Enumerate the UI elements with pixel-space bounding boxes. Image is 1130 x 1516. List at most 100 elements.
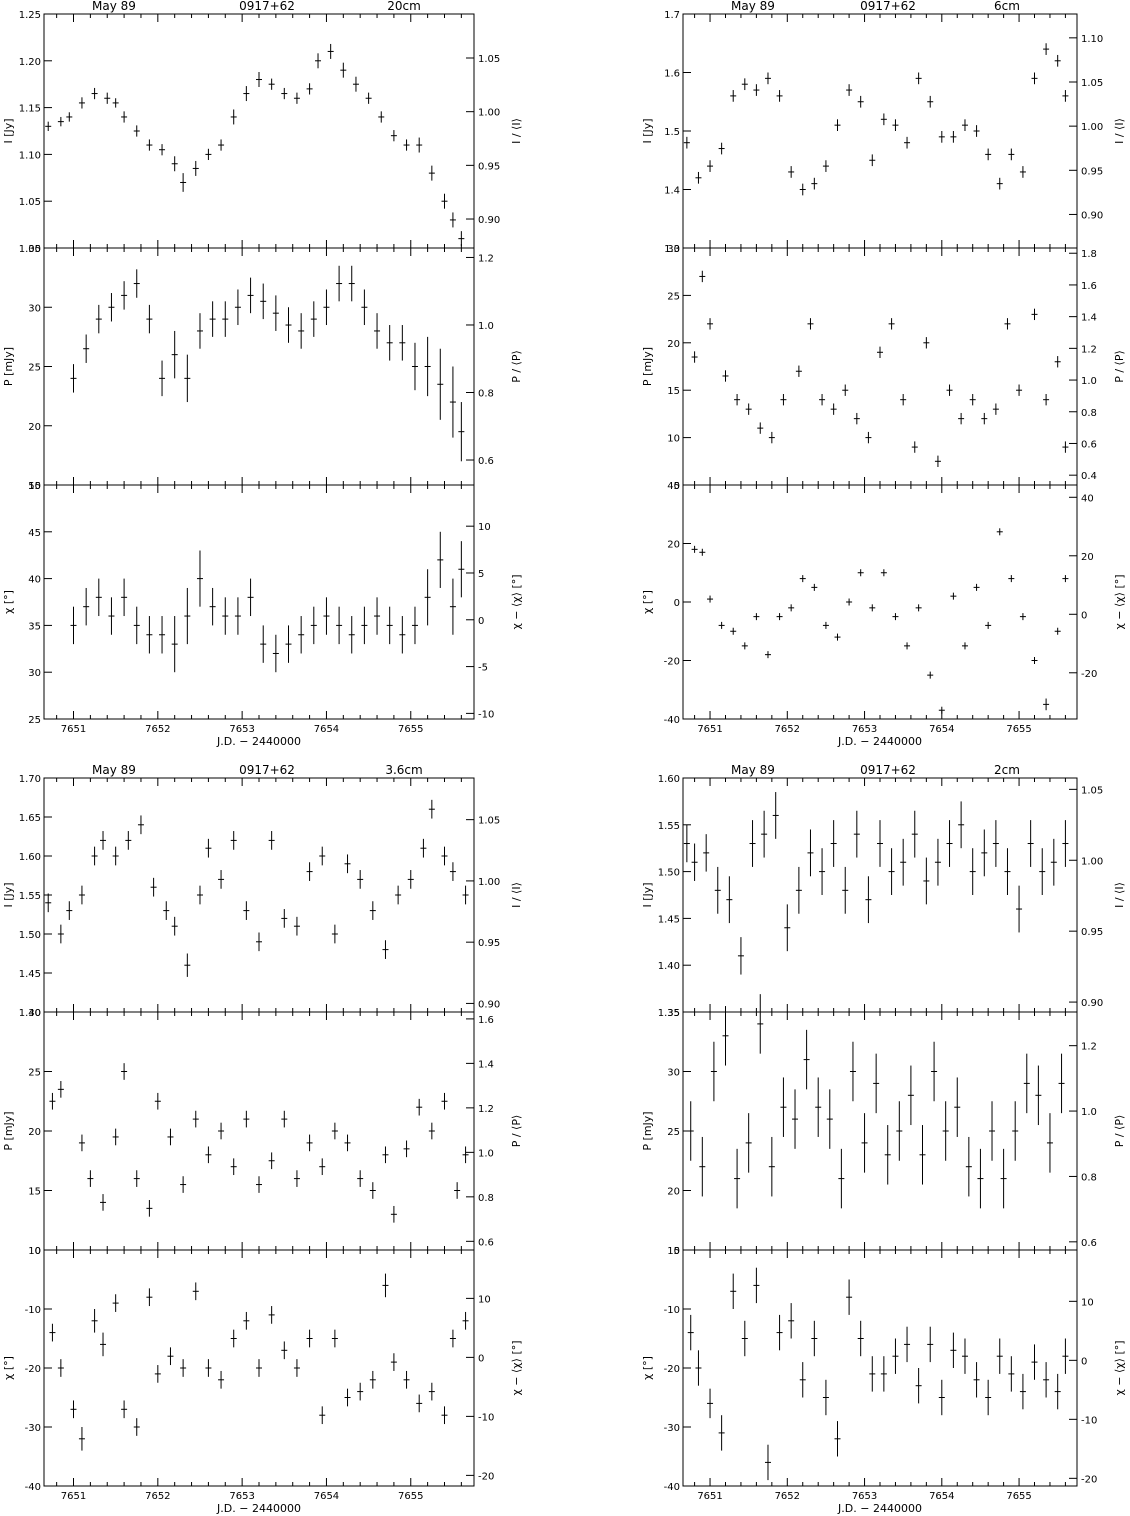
data-point [873,1053,880,1114]
data-point [707,318,714,330]
header-source: 0917+62 [239,763,295,777]
data-point [180,1359,187,1377]
y-tick-label: 1.20 [19,57,41,68]
y-tick-label-right: 1.4 [478,1059,494,1070]
y-tick-label-right: 1.6 [478,1015,494,1026]
figure-3: May 89 0917+62 3.6cm1.401.451.501.551.601.… [2,763,523,1515]
data-point [869,154,876,167]
data-point [915,72,922,85]
data-point [256,72,262,88]
data-point [892,613,899,621]
data-point [441,193,448,209]
data-point [1019,1373,1026,1410]
header-source: 0917+62 [860,763,916,777]
data-point [834,633,841,641]
data-point [281,909,288,928]
data-point [1043,43,1050,55]
data-point [880,113,887,126]
data-point [1031,308,1038,321]
data-point [846,598,853,606]
y-tick-label-right: -10 [478,1412,494,1423]
y-tick-label: 20 [667,540,680,551]
data-point [961,119,968,131]
data-point [1008,575,1015,583]
data-point [449,862,456,881]
y-tick-label-right: 0.6 [1081,439,1097,450]
y-tick-label-right: 1.0 [478,1148,494,1159]
y-tick-label-right: 0.8 [1081,1172,1097,1183]
data-point [730,90,737,102]
y-tick-label-right: 1.6 [1081,281,1097,292]
y-tick-label-right: 1.00 [1081,856,1103,867]
y-tick-label: 1.45 [658,914,680,925]
data-point [710,1041,717,1102]
data-point [830,820,837,867]
data-point [927,671,934,679]
data-point [272,295,279,331]
data-point [911,441,918,453]
data-point [133,269,140,298]
data-point [378,111,385,123]
data-point [965,1136,972,1197]
data-point [416,1098,423,1116]
data-point [218,139,225,151]
data-point [91,846,98,866]
panel-intensity: 1.3 1.4 1.5 1.6 1.7 0.90 0.95 1.00 1.05 1.10 I [Jy… [641,10,1126,255]
y-tick-label-right: 0.8 [478,1193,494,1204]
data-point [869,1356,876,1392]
y-tick-label-right: 0.8 [1081,408,1097,419]
data-point [361,289,368,326]
data-point [950,131,957,143]
data-point [734,393,741,406]
y-axis-label: I [Jy] [2,118,15,143]
data-point [1027,820,1034,867]
data-point [420,838,427,858]
data-point [687,1101,694,1161]
data-point [892,1338,899,1374]
plot-frame [682,484,1078,720]
data-point [243,1311,250,1330]
data-point [768,431,775,444]
y-axis-label-right: I / ⟨I⟩ [510,882,523,908]
data-point [83,587,90,626]
data-point [159,144,166,156]
data-point [795,866,802,914]
data-point [880,569,887,577]
y-tick-label: 30 [667,1068,680,1079]
data-point [184,354,191,403]
data-point [323,597,330,635]
data-point [243,1110,250,1128]
y-tick-label: 1.65 [19,813,41,824]
y-tick-label-right: 0.95 [478,938,500,949]
data-point [331,924,338,944]
plot-frame [682,247,1078,486]
data-point [958,412,965,425]
data-point [1000,1148,1007,1209]
y-axis-label: P [mJy] [2,1111,15,1150]
data-point [904,642,911,650]
y-axis-label: χ [°] [2,1356,15,1380]
data-point [458,402,465,462]
y-tick-label-right: 1.00 [478,108,500,119]
y-tick-label: 15 [667,386,680,397]
data-point [310,301,317,337]
data-point [1062,441,1069,453]
data-point [745,1113,752,1173]
data-point [776,613,783,621]
data-point [1008,148,1015,161]
data-point [403,139,410,151]
plot-frame [43,777,475,1013]
data-point [382,940,389,959]
data-point [745,403,752,415]
data-point [428,1122,435,1140]
y-tick-label: -20 [664,1364,680,1375]
data-point [272,634,279,673]
data-point [70,606,77,645]
y-tick-label: 30 [667,244,680,255]
data-point [900,393,907,406]
data-point [70,1400,77,1419]
y-tick-label-right: 0.90 [478,215,500,226]
data-point [167,1347,174,1366]
data-point [234,597,241,635]
